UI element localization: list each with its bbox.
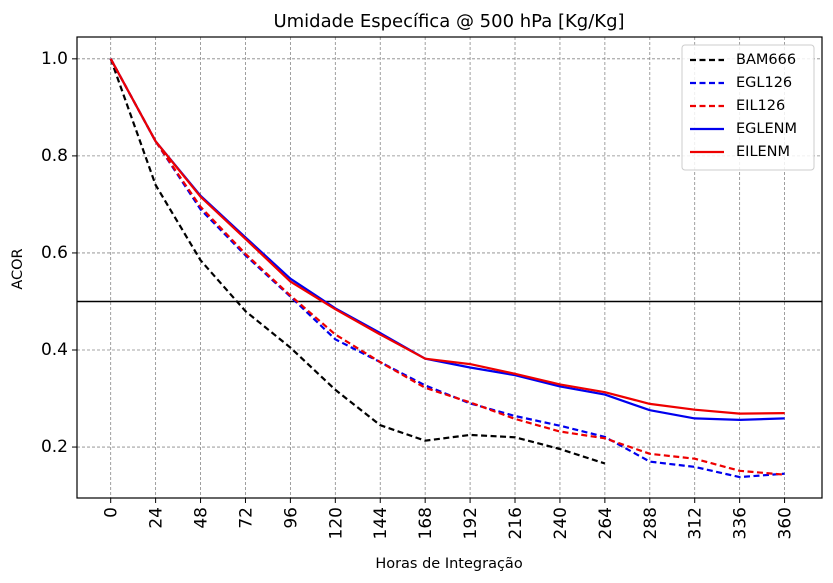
x-tick-label: 312	[686, 507, 706, 539]
x-axis-label: Horas de Integração	[375, 556, 523, 572]
x-axis-ticks: 0 24 48 72 96 120 144 168 192 216 240 264 288 312 336 3…	[102, 498, 796, 539]
y-axis-ticks: 0.2 0.4 0.6 0.8 1.0	[41, 49, 77, 457]
series-line-bam666	[109, 58, 606, 465]
y-tick-label: 0.6	[41, 243, 68, 263]
y-axis-label: ACOR	[10, 248, 26, 289]
x-tick-label: 144	[371, 507, 391, 539]
x-tick-label: 120	[326, 507, 346, 539]
legend-label: EIL126	[736, 98, 785, 114]
x-tick-label: 336	[731, 507, 751, 539]
series-lines	[109, 58, 785, 479]
x-tick-label: 240	[551, 507, 571, 539]
x-tick-label: 48	[192, 507, 212, 529]
y-tick-label: 0.2	[41, 437, 68, 457]
plot-frame	[76, 36, 823, 499]
legend-label: EGLENM	[736, 121, 797, 137]
legend-label: BAM666	[736, 52, 796, 68]
x-tick-label: 96	[281, 507, 301, 529]
legend-label: EGL126	[736, 75, 792, 91]
series-line-eilenm	[109, 58, 785, 415]
legend-box	[681, 44, 815, 171]
x-tick-label: 72	[236, 507, 256, 529]
x-tick-label: 168	[416, 507, 436, 539]
x-tick-label: 216	[506, 507, 526, 539]
series-line-eil126	[109, 58, 785, 476]
x-tick-label: 288	[641, 507, 661, 539]
y-tick-label: 0.8	[41, 146, 68, 166]
x-tick-label: 264	[596, 507, 616, 539]
legend-label: EILENM	[736, 144, 790, 160]
y-tick-label: 1.0	[41, 49, 68, 69]
chart-title: Umidade Específica @ 500 hPa [Kg/Kg]	[273, 11, 624, 32]
x-tick-label: 192	[461, 507, 481, 539]
y-tick-label: 0.4	[41, 340, 68, 360]
x-tick-label: 0	[102, 507, 122, 518]
x-tick-label: 24	[147, 507, 167, 529]
legend: BAM666 EGL126 EIL126 EGLENM EILENM	[681, 44, 815, 171]
x-tick-label: 360	[776, 507, 796, 539]
